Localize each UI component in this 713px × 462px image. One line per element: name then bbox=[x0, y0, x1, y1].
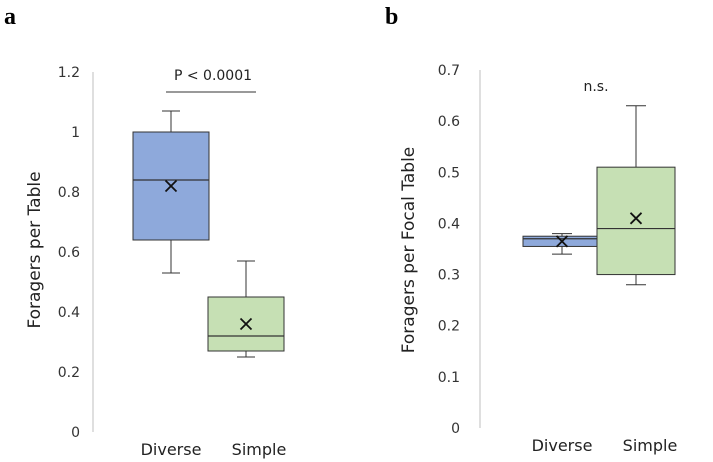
y-tick-label: 0 bbox=[451, 421, 460, 437]
panel-a: a Foragers per Table P < 0.0001 00.20.40… bbox=[4, 4, 286, 459]
y-tick-label: 0.2 bbox=[58, 365, 80, 381]
diverse-mean-marker bbox=[555, 235, 569, 248]
diverse-box bbox=[132, 131, 210, 241]
panel-b: b Foragers per Focal Table n.s. 00.10.20… bbox=[385, 4, 677, 455]
y-tick-label: 0.5 bbox=[438, 165, 460, 181]
panel-a-y-axis-label: Foragers per Table bbox=[25, 171, 45, 328]
panel-a-category-simple: Simple bbox=[232, 440, 287, 459]
panel-b-category-diverse: Diverse bbox=[532, 436, 593, 455]
panel-a-letter: a bbox=[4, 4, 16, 30]
diverse-mean-marker-stroke bbox=[164, 179, 178, 193]
y-tick-label: 0 bbox=[71, 425, 80, 441]
panel-a-category-diverse: Diverse bbox=[141, 440, 202, 459]
panel-b-letter: b bbox=[385, 4, 398, 30]
y-tick-label: 1.2 bbox=[58, 65, 80, 81]
simple-mean-marker-stroke bbox=[239, 317, 253, 331]
diverse-mean-marker bbox=[164, 179, 178, 193]
y-tick-label: 0.4 bbox=[58, 305, 80, 321]
panel-b-significance-label: n.s. bbox=[583, 79, 608, 95]
simple-mean-marker bbox=[629, 212, 643, 225]
y-tick-label: 0.8 bbox=[58, 185, 80, 201]
panel-a-y-ticks: 0 0.2 0.4 0.6 0.8 1 1.2 bbox=[58, 65, 80, 441]
simple-box bbox=[596, 166, 676, 276]
y-tick-label: 0.3 bbox=[438, 268, 460, 284]
y-tick-label: 0.1 bbox=[438, 370, 460, 386]
y-tick-label: 0.6 bbox=[438, 114, 460, 130]
panel-b-boxes bbox=[522, 105, 676, 286]
panel-b-category-simple: Simple bbox=[623, 436, 678, 455]
y-tick-label: 0.7 bbox=[438, 63, 460, 79]
y-tick-label: 0.2 bbox=[438, 319, 460, 335]
y-tick-label: 0.4 bbox=[438, 216, 460, 232]
diverse-mean-marker-stroke bbox=[555, 235, 569, 248]
panel-b-y-axis-label: Foragers per Focal Table bbox=[399, 147, 419, 354]
panel-a-boxes bbox=[132, 110, 285, 358]
y-tick-label: 0.6 bbox=[58, 245, 80, 261]
panel-a-significance-label: P < 0.0001 bbox=[174, 68, 252, 84]
simple-mean-marker-stroke bbox=[629, 212, 643, 225]
panel-b-y-ticks: 0 0.1 0.2 0.3 0.4 0.5 0.6 0.7 bbox=[438, 63, 460, 437]
simple-mean-marker bbox=[239, 317, 253, 331]
y-tick-label: 1 bbox=[71, 125, 80, 141]
